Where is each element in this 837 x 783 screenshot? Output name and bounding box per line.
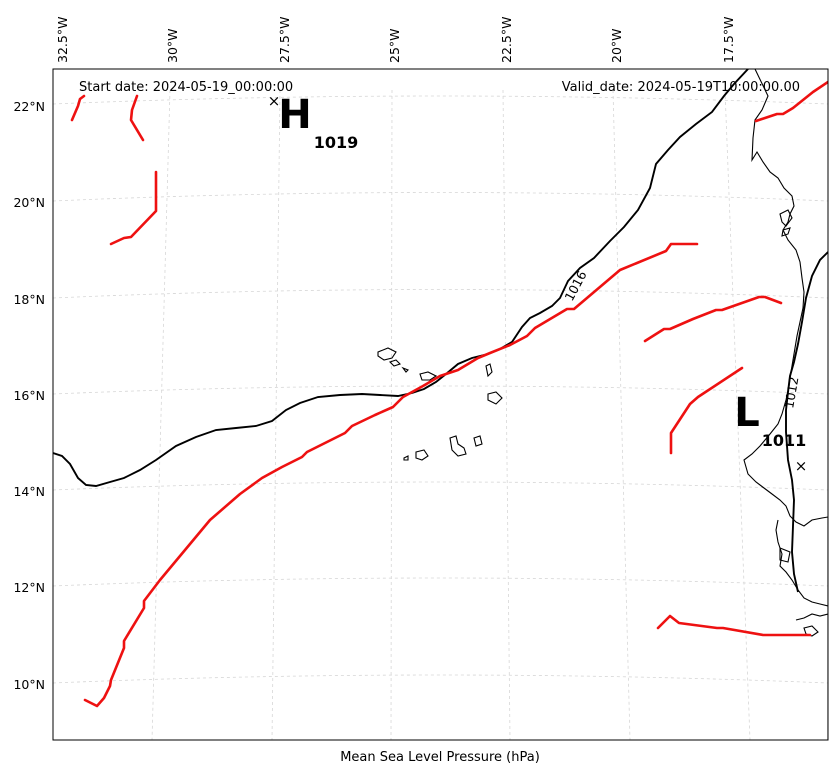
island [419,371,438,381]
lon-tick-label: 20°W [609,28,624,63]
africa-coastline-detail [803,625,819,637]
island [403,455,409,461]
high-pressure-center: × H 1019 [268,92,359,152]
lon-tick-label: 17.5°W [721,17,736,63]
lon-axis: 32.5°W 30°W 27.5°W 25°W 22.5°W 20°W 17.5… [55,17,736,63]
meridian-gridline [612,89,631,740]
parallel-gridline [53,289,828,299]
meridian-gridline [151,89,171,740]
coastal-island [779,209,793,227]
island [473,435,483,447]
coastal-island [779,547,791,563]
parallel-gridline [53,192,828,202]
low-pressure-value: 1011 [762,431,807,450]
lon-tick-label: 30°W [165,28,180,63]
island [401,366,409,373]
valid-date-label: Valid_date: 2024-05-19T10:00:00.00 [562,80,800,95]
africa-coastline-detail [775,519,828,607]
front-line [754,80,828,123]
lat-axis: 22°N 20°N 18°N 16°N 14°N 12°N 10°N [13,99,45,692]
coastal-island [781,227,791,237]
isobar-1016-line [53,69,749,487]
low-center-marker: × [795,457,808,475]
africa-coastline [743,69,828,740]
parallel-gridline [53,481,828,491]
front-line [643,295,783,343]
graticule [53,89,828,740]
parallel-gridline [53,577,828,587]
map-frame [52,68,829,741]
front-line [83,242,699,708]
front-line [656,614,812,637]
island [388,359,402,367]
lon-tick-label: 22.5°W [499,17,514,63]
island [487,391,503,405]
start-date-label: Start date: 2024-05-19_00:00:00 [79,80,293,95]
lat-tick-label: 14°N [13,484,45,499]
front-line [669,366,744,455]
lon-tick-label: 27.5°W [277,17,292,63]
low-letter: L [734,390,760,436]
high-pressure-value: 1019 [314,133,359,152]
meridian-gridline [271,89,281,740]
meridian-gridline [53,90,54,143]
cape-verde-islands [377,347,503,461]
lat-tick-label: 12°N [13,580,45,595]
fronts [70,80,828,708]
island [449,435,467,457]
isobar-label-1012: 1012 [781,376,801,410]
low-pressure-center: L 1011 × [734,390,807,475]
lat-tick-label: 22°N [13,99,45,114]
parallel-gridline [53,95,828,105]
lat-tick-label: 10°N [13,677,45,692]
map-area: 1016 1012 × H 1019 L 1011 × Start date: … [53,69,828,740]
island [377,347,397,361]
parallel-gridline [53,385,828,395]
front-line [70,94,86,122]
meridian-gridline [502,89,511,740]
high-center-marker: × [268,92,281,110]
lon-tick-label: 32.5°W [55,17,70,63]
africa-coastline-detail [795,613,828,621]
lon-tick-label: 25°W [387,28,402,63]
island [485,363,493,378]
front-line [109,170,158,246]
map-xlabel: Mean Sea Level Pressure (hPa) [340,750,540,765]
lat-tick-label: 20°N [13,195,45,210]
lat-tick-label: 18°N [13,292,45,307]
isobar-1012-line [785,251,828,593]
high-letter: H [278,92,311,138]
lat-tick-label: 16°N [13,388,45,403]
meridian-gridline [390,89,393,740]
front-line [129,94,145,142]
parallel-gridline [53,674,828,684]
island [415,449,429,461]
